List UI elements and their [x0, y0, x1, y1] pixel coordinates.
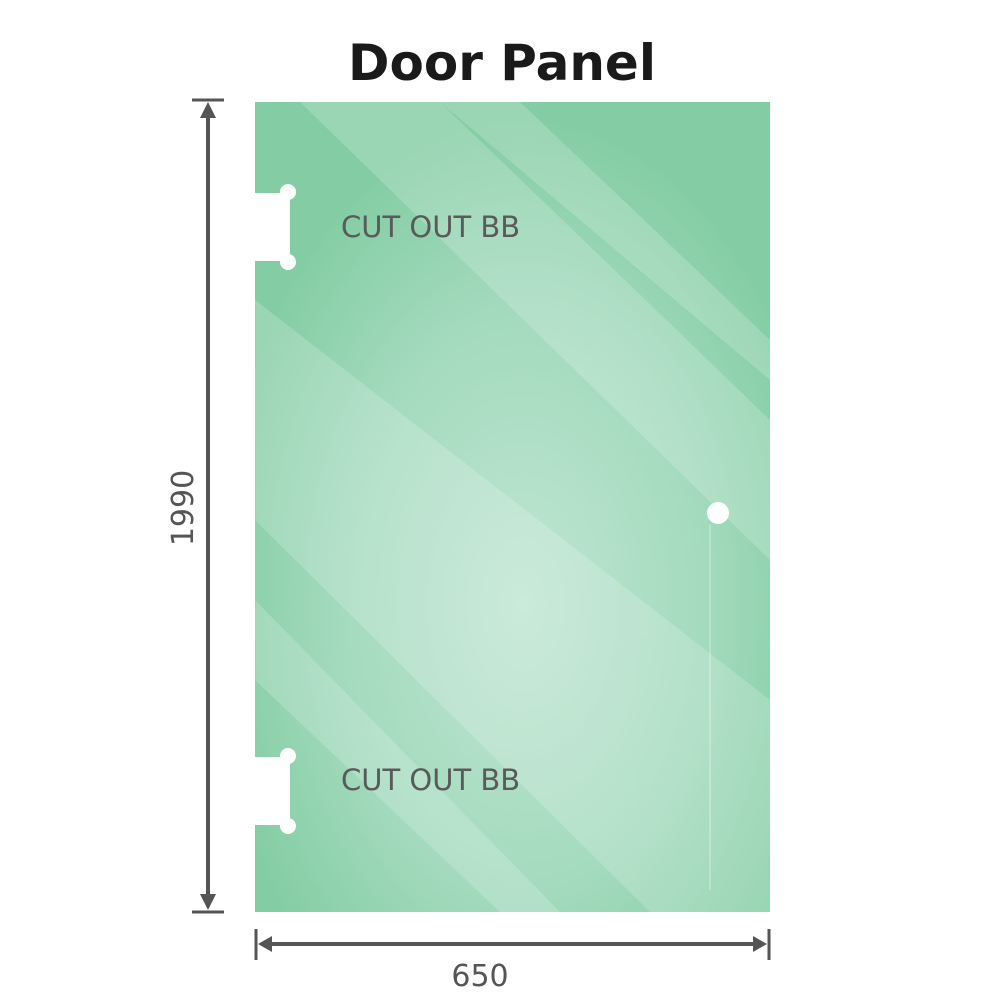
diagram-title: Door Panel	[348, 34, 656, 92]
cutout-label-bottom: CUT OUT BB	[341, 763, 520, 797]
width-dimension-arrow	[254, 929, 771, 960]
width-label: 650	[451, 959, 508, 994]
height-label: 1990	[166, 470, 201, 546]
cutout-label-top: CUT OUT BB	[341, 210, 520, 244]
glass-panel	[255, 102, 770, 912]
cutout-top	[252, 184, 296, 270]
cutout-bottom	[252, 748, 296, 834]
handle-hole	[707, 502, 729, 524]
height-dimension-arrow	[192, 98, 224, 914]
